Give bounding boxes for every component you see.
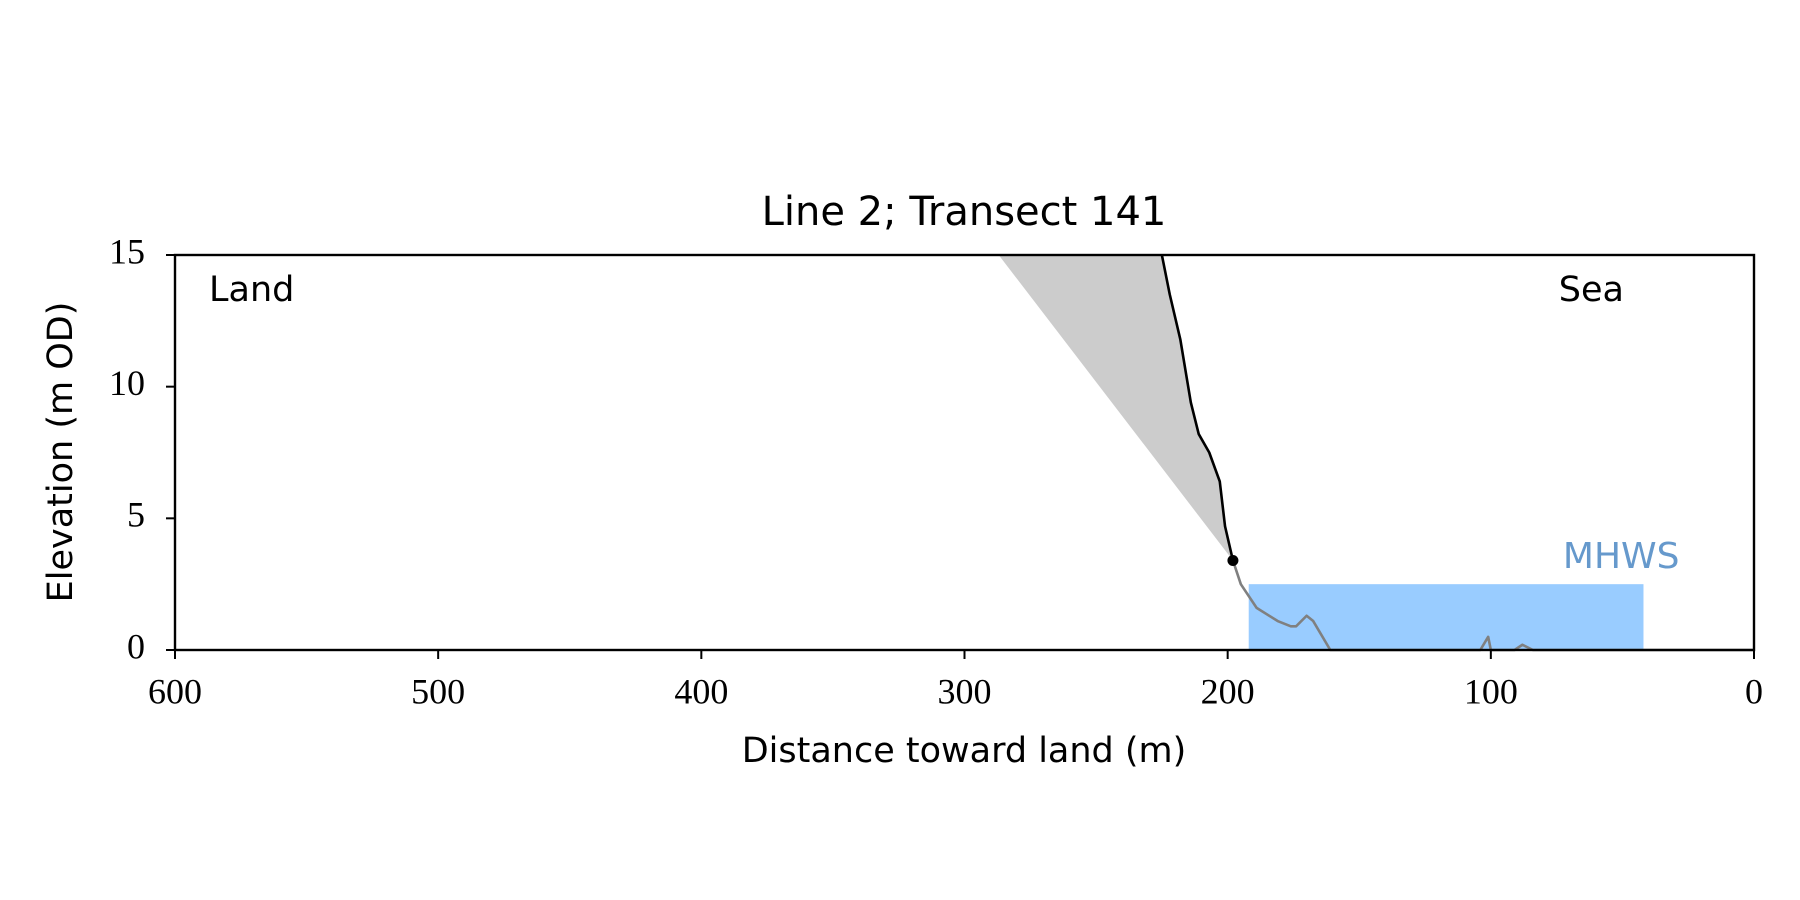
- envelope-area: [998, 255, 1233, 561]
- y-axis-label: Elevation (m OD): [41, 302, 81, 603]
- x-tick-label: 500: [411, 671, 465, 711]
- x-tick-label: 300: [938, 671, 992, 711]
- chart-title: Line 2; Transect 141: [762, 189, 1167, 235]
- x-tick-label: 600: [148, 671, 202, 711]
- toe-point: [1227, 554, 1239, 566]
- y-tick-label: 10: [109, 363, 145, 403]
- mhws-label: MHWS: [1563, 536, 1680, 577]
- x-tick-label: 400: [674, 671, 728, 711]
- mhws-area: [1248, 584, 1644, 650]
- land-annotation: Land: [209, 270, 294, 310]
- x-tick-label: 100: [1464, 671, 1518, 711]
- x-axis-label: Distance toward land (m): [742, 731, 1187, 771]
- x-tick-label: 200: [1201, 671, 1255, 711]
- y-tick-label: 15: [109, 231, 145, 271]
- y-tick-label: 5: [127, 495, 145, 535]
- x-tick-label: 0: [1745, 671, 1763, 711]
- sea-annotation: Sea: [1559, 270, 1624, 310]
- beach-line: [1231, 560, 1754, 652]
- y-tick-label: 0: [127, 626, 145, 666]
- cliff-line: [1160, 254, 1235, 561]
